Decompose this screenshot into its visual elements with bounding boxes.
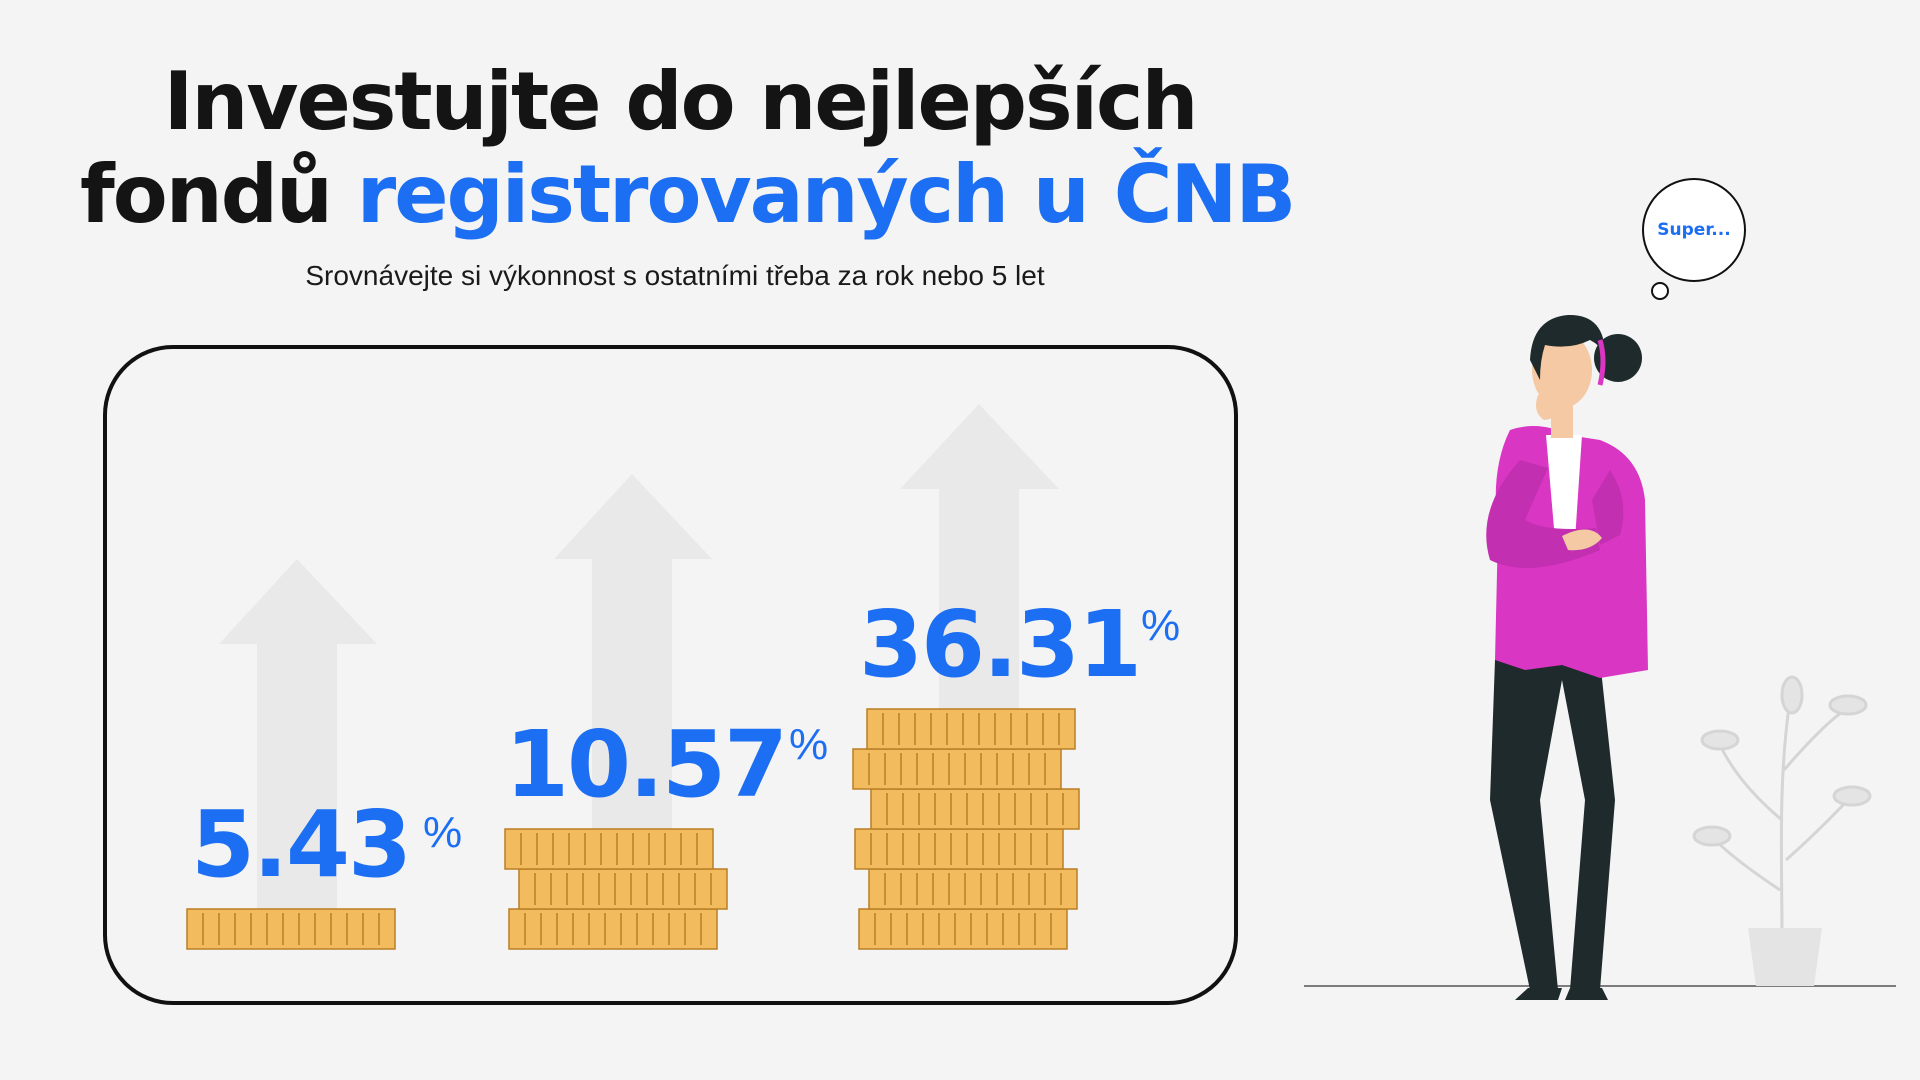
thought-bubble-dot [1651,282,1669,300]
growth-arrow-icon [219,559,377,949]
stack-3-value: 36.31 [859,591,1142,698]
woman-hair [1530,314,1605,380]
stack-1-value: 5.43 [191,791,412,898]
headline: Investujte do nejlepších fondů registrov… [80,55,1296,241]
stack-3-unit: % [1141,601,1181,650]
coin-row [518,868,728,910]
coin-row [858,908,1068,950]
woman-face [1532,332,1592,408]
woman-shoe [1565,988,1608,1000]
thinking-woman-illustration [1304,314,1896,1000]
stack-2-value: 10.57 [505,711,788,818]
coin-row [852,748,1062,790]
coin-row [186,908,396,950]
plant-pot [1748,928,1822,986]
woman-shirt [1546,435,1582,540]
returns-panel: 5.43 % 10.57 % 36.31 % [103,345,1238,1005]
woman-hair-band [1597,339,1606,386]
headline-line-2: fondů registrovaných u ČNB [80,148,1296,241]
plant-icon [1692,675,1872,936]
headline-line-1: Investujte do nejlepších [163,55,1199,148]
coin-row [866,708,1076,750]
coin-row [854,828,1064,870]
woman-legs [1490,660,1615,990]
subtitle: Srovnávejte si výkonnost s ostatními tře… [305,260,1045,291]
headline-line-2-dark: fondů [80,148,357,241]
headline-line-2-accent: registrovaných u ČNB [356,148,1297,241]
stack-2-unit: % [789,720,829,769]
coin-row [504,828,714,870]
coin-row [508,908,718,950]
woman-hand [1536,392,1568,420]
coin-row [870,788,1080,830]
coin-stacks [186,708,1080,950]
woman-hand [1562,529,1602,551]
woman-arm [1592,470,1624,545]
panel-graphics [186,404,1080,950]
woman-shoe [1515,988,1562,1000]
thought-bubble: Super... [1642,178,1746,282]
stack-1-unit: % [423,808,463,857]
woman-hair-bun [1594,334,1642,382]
coin-row [868,868,1078,910]
